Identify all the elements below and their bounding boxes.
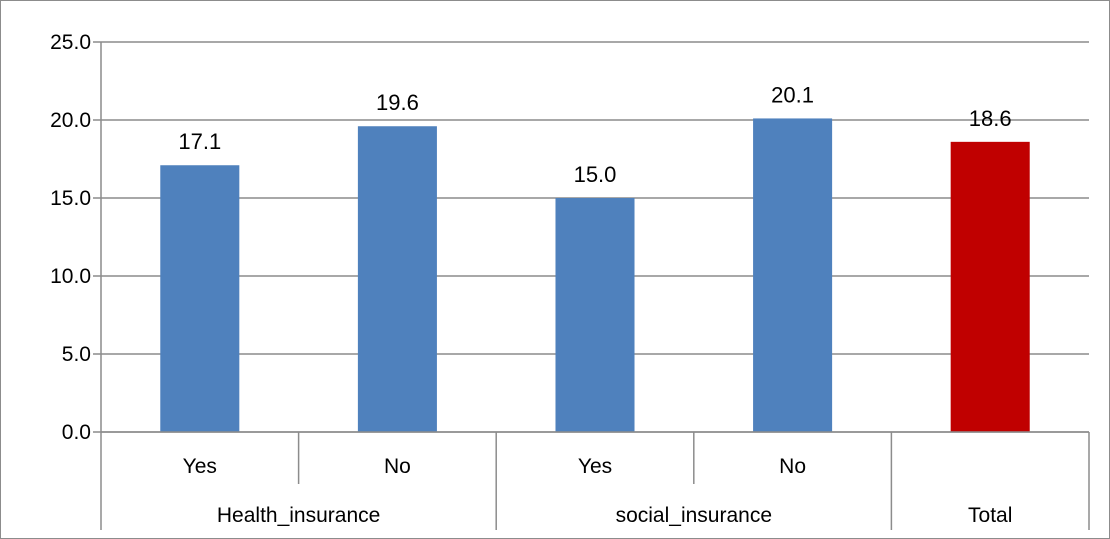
x-category-label: Yes: [183, 455, 217, 478]
x-category-label: No: [384, 455, 411, 478]
x-group-label: social_insurance: [616, 504, 772, 527]
y-tick-label: 10.0: [50, 265, 91, 288]
data-label: 19.6: [376, 90, 419, 115]
bars: [160, 118, 1030, 433]
y-tick-label: 0.0: [62, 421, 91, 444]
x-group-label: Health_insurance: [217, 504, 380, 527]
x-axis: Yes No Yes No Health_insurance social_insuran…: [100, 431, 1090, 530]
bar: [357, 126, 437, 433]
x-category-label: Yes: [578, 455, 612, 478]
x-category-label: No: [779, 455, 806, 478]
x-group-label: Total: [968, 504, 1012, 527]
y-axis: 0.0 5.0 10.0 15.0 20.0 25.0: [50, 31, 102, 444]
data-label: 20.1: [771, 82, 814, 107]
y-tick-label: 5.0: [62, 343, 91, 366]
bar: [160, 165, 240, 433]
data-labels: 17.1 19.6 15.0 20.1 18.6: [178, 82, 1011, 187]
bar: [555, 198, 635, 432]
data-label: 18.6: [969, 106, 1012, 131]
data-label: 15.0: [574, 162, 617, 187]
data-label: 17.1: [178, 129, 221, 154]
y-tick-label: 25.0: [50, 31, 91, 54]
bar: [950, 141, 1030, 432]
y-tick-label: 15.0: [50, 187, 91, 210]
bar: [753, 118, 833, 432]
y-tick-label: 20.0: [50, 109, 91, 132]
